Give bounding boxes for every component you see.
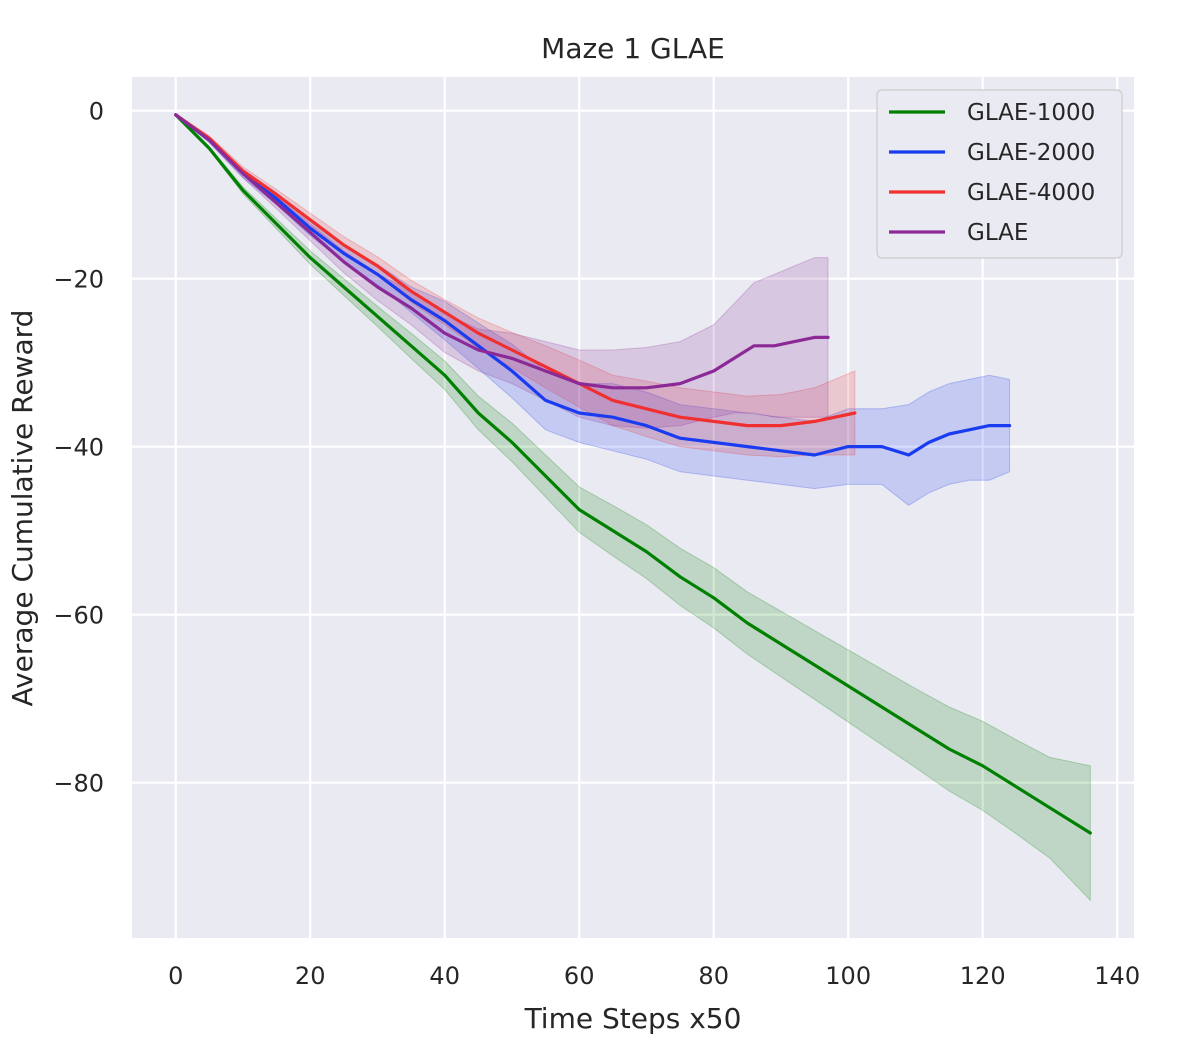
x-tick-label: 80 [698, 962, 729, 990]
legend-label: GLAE-2000 [967, 140, 1095, 166]
y-tick-label: −40 [53, 434, 104, 462]
x-axis-label: Time Steps x50 [524, 1002, 742, 1035]
series-lines [174, 113, 1092, 835]
y-tick-label: 0 [89, 98, 104, 126]
x-tick-label: 120 [960, 962, 1006, 990]
y-axis-label: Average Cumulative Reward [6, 310, 39, 707]
y-tick-label: −20 [53, 266, 104, 294]
legend-label: GLAE-1000 [967, 100, 1095, 126]
y-tick-label: −60 [53, 602, 104, 630]
legend-label: GLAE-4000 [967, 180, 1095, 206]
x-tick-label: 0 [168, 962, 183, 990]
x-axis-ticks: 0 20 40 60 80 100 120 140 [168, 962, 1140, 990]
y-axis-ticks: 0 −20 −40 −60 −80 [53, 98, 104, 798]
y-tick-label: −80 [53, 770, 104, 798]
legend-label: GLAE [967, 220, 1028, 246]
legend-frame [876, 89, 1123, 259]
legend: GLAE-1000 GLAE-2000 GLAE-4000 GLAE [876, 89, 1123, 259]
series-line-glae-1000 [174, 113, 1092, 835]
x-tick-label: 20 [295, 962, 326, 990]
chart-title: Maze 1 GLAE [541, 32, 725, 65]
x-tick-label: 40 [429, 962, 460, 990]
band-glae-1000 [175, 112, 1091, 902]
x-tick-label: 140 [1094, 962, 1140, 990]
x-tick-label: 100 [825, 962, 871, 990]
series-line-glae-2000 [174, 113, 1012, 457]
x-tick-label: 60 [564, 962, 595, 990]
band-glae-2000 [175, 113, 1011, 507]
